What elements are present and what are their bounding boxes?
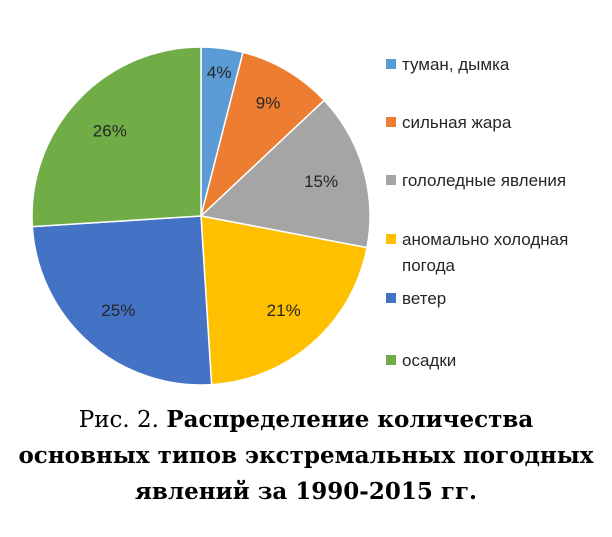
data-label-4: 21% bbox=[267, 301, 301, 320]
legend: туман, дымка сильная жара гололедные явлен… bbox=[386, 55, 568, 370]
pie-slice-4 bbox=[200, 215, 368, 386]
pie-data-labels: 4% 9% 15% 21% 25% 26% bbox=[93, 63, 338, 320]
caption-prefix: Рис. 2. bbox=[78, 407, 159, 433]
legend-label-4: аномально холодная bbox=[402, 230, 568, 249]
data-label-1: 4% bbox=[207, 63, 232, 82]
caption-title: Распределение количества основных типов … bbox=[18, 406, 594, 505]
pie-slice-6 bbox=[31, 46, 202, 228]
pie-chart: 4% 9% 15% 21% 25% 26% туман, дымка сильная жар… bbox=[31, 46, 568, 386]
legend-swatch-2 bbox=[386, 117, 396, 127]
legend-label-3: гололедные явления bbox=[402, 171, 566, 190]
pie-slice-2 bbox=[199, 51, 326, 219]
legend-label-1: туман, дымка bbox=[402, 55, 510, 74]
pie-slice-3 bbox=[199, 99, 371, 249]
legend-swatch-6 bbox=[386, 355, 396, 365]
data-label-3: 15% bbox=[304, 172, 338, 191]
legend-swatch-4 bbox=[386, 234, 396, 244]
data-label-5: 25% bbox=[101, 301, 135, 320]
legend-swatch-3 bbox=[386, 175, 396, 185]
pie-chart-container: 4% 9% 15% 21% 25% 26% туман, дымка сильная жар… bbox=[31, 46, 568, 386]
legend-label-6: осадки bbox=[402, 351, 456, 370]
legend-label-2: сильная жара bbox=[402, 113, 512, 132]
legend-swatch-1 bbox=[386, 59, 396, 69]
data-label-6: 26% bbox=[93, 121, 127, 140]
pie-slices bbox=[31, 46, 371, 386]
legend-label-5: ветер bbox=[402, 289, 446, 308]
legend-swatch-5 bbox=[386, 293, 396, 303]
data-label-2: 9% bbox=[256, 94, 281, 113]
legend-label-4-line-2: погода bbox=[402, 256, 455, 275]
pie-slice-5 bbox=[31, 215, 213, 386]
figure-caption: Рис. 2. Распределение количества основны… bbox=[10, 402, 602, 510]
